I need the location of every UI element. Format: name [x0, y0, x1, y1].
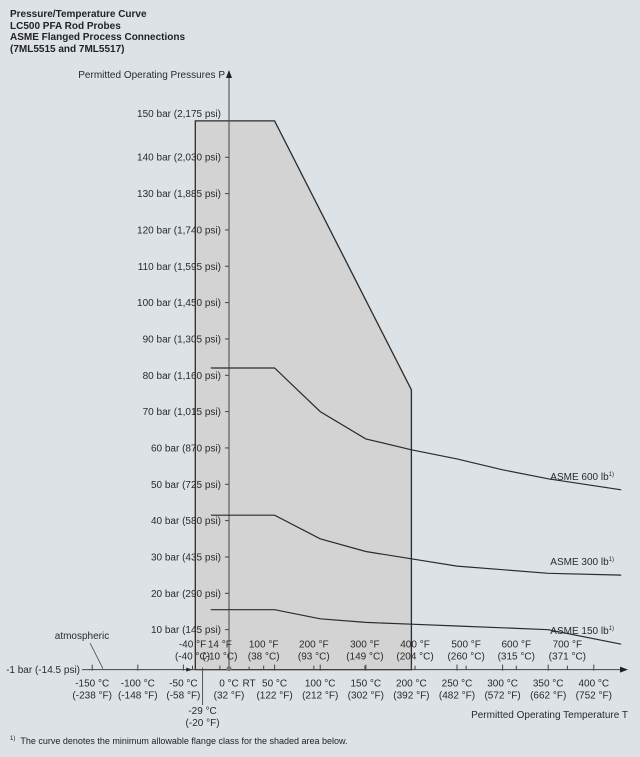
x-tick-label-celsius-f: (212 °F) [302, 691, 338, 702]
x-axis-title: Permitted Operating Temperature T [471, 710, 628, 721]
x-tick-label-celsius-f: (32 °F) [214, 691, 245, 702]
x-tick-label-fahrenheit: 14 °F [208, 640, 232, 651]
y-tick-label: 70 bar (1,015 psi) [143, 407, 221, 418]
y-tick-label: 20 bar (290 psi) [151, 589, 221, 600]
x-tick-label-fahrenheit: 300 °F [350, 640, 380, 651]
series-label: ASME 600 lb1) [550, 472, 614, 483]
x-tick-label-fahrenheit-c: (38 °C) [248, 652, 280, 663]
y-tick-label: 80 bar (1,160 psi) [143, 371, 221, 382]
x-tick-label-celsius-f: (-238 °F) [72, 691, 112, 702]
x-tick-label-celsius: -150 °C [75, 679, 109, 690]
x-tick-label-celsius: 50 °C [262, 679, 287, 690]
x-tick-label-celsius: 0 °C [219, 679, 239, 690]
y-tick-label: 150 bar (2,175 psi) [137, 109, 221, 120]
x-tick-label-celsius-f: (482 °F) [439, 691, 475, 702]
y-tick-label: 90 bar (1,305 psi) [143, 334, 221, 345]
x-tick-label-celsius: -50 °C [169, 679, 197, 690]
y-tick-label: 140 bar (2,030 psi) [137, 153, 221, 164]
x-tick-label-fahrenheit-c: (93 °C) [298, 652, 330, 663]
y-axis-arrow-icon [226, 70, 232, 78]
y-tick-label: 30 bar (435 psi) [151, 552, 221, 563]
footnote-marker: 1) [10, 736, 16, 742]
footnote: 1) The curve denotes the minimum allowabl… [10, 736, 348, 746]
x-tick-label-celsius: 300 °C [487, 679, 518, 690]
x-tick-label-fahrenheit: 200 °F [299, 640, 329, 651]
x-tick-label-fahrenheit: -40 °F [179, 640, 206, 651]
x-tick-label-celsius: 150 °C [350, 679, 381, 690]
series-line-asme-300-lb [210, 514, 622, 576]
x-tick-label-celsius-f: (392 °F) [393, 691, 429, 702]
footnote-text: The curve denotes the minimum allowable … [20, 736, 348, 746]
x-tick-label-celsius: 200 °C [396, 679, 427, 690]
x-tick-label-fahrenheit-c: (149 °C) [346, 652, 383, 663]
y-tick-label: 50 bar (725 psi) [151, 480, 221, 491]
x-tick-label-fahrenheit: 400 °F [400, 640, 430, 651]
x-tick-label-celsius-f: (302 °F) [348, 691, 384, 702]
series-label-sup: 1) [609, 626, 614, 632]
x-tick-label-celsius: -100 °C [121, 679, 155, 690]
x-tick-label-celsius: 100 °C [305, 679, 336, 690]
y-tick-label: 100 bar (1,450 psi) [137, 298, 221, 309]
baseline-label: -1 bar (-14.5 psi) [6, 665, 80, 676]
x-axis-arrow-icon [620, 666, 628, 673]
x-tick-label-fahrenheit: 700 °F [553, 640, 583, 651]
atmospheric-label: atmospheric [55, 631, 109, 642]
x-tick-label-fahrenheit: 600 °F [501, 640, 531, 651]
y-tick-label: 130 bar (1,885 psi) [137, 189, 221, 200]
x-tick-label-celsius: 350 °C [533, 679, 564, 690]
x-tick-label-celsius: 400 °C [578, 679, 609, 690]
y-tick-label: 110 bar (1,595 psi) [138, 262, 221, 273]
min-temp-label-f: (-20 °F) [186, 718, 220, 729]
y-tick-label: 40 bar (580 psi) [151, 516, 221, 527]
x-tick-label-celsius-f: (-148 °F) [118, 691, 158, 702]
series-line-asme-150-lb [210, 609, 622, 645]
x-tick-label-fahrenheit: 500 °F [451, 640, 481, 651]
title-line-2: LC500 PFA Rod Probes [10, 20, 121, 32]
x-tick-label-fahrenheit-c: (-10 °C) [202, 652, 237, 663]
x-tick-label-fahrenheit-c: (-40 °C) [175, 652, 210, 663]
rt-label: RT [242, 679, 255, 690]
atmospheric-pointer [89, 642, 104, 669]
x-tick-label-celsius-f: (572 °F) [484, 691, 520, 702]
y-tick-label: 60 bar (870 psi) [151, 443, 221, 454]
x-tick-label-celsius-f: (662 °F) [530, 691, 566, 702]
x-tick-label-fahrenheit-c: (260 °C) [447, 652, 484, 663]
x-tick-label-celsius-f: (122 °F) [256, 691, 292, 702]
series-label: ASME 300 lb1) [550, 557, 614, 568]
chart-title: Pressure/Temperature Curve LC500 PFA Rod… [10, 9, 185, 55]
title-line-1: Pressure/Temperature Curve [10, 9, 147, 20]
x-tick-label-fahrenheit-c: (371 °C) [549, 652, 586, 663]
y-axis-title: Permitted Operating Pressures P [78, 70, 225, 81]
x-tick-label-celsius-f: (752 °F) [576, 691, 612, 702]
series-label: ASME 150 lb1) [550, 626, 614, 637]
series-label-sup: 1) [609, 557, 614, 563]
x-tick-label-fahrenheit-c: (315 °C) [498, 652, 535, 663]
baseline-arrow-icon [186, 667, 193, 672]
x-tick-label-celsius-f: (-58 °F) [166, 691, 200, 702]
min-temp-label-c: -29 °C [188, 706, 216, 717]
y-tick-label: 120 bar (1,740 psi) [137, 225, 221, 236]
origin-dot [226, 666, 232, 672]
x-tick-label-fahrenheit-c: (204 °C) [396, 652, 433, 663]
y-tick-label: 10 bar (145 psi) [151, 625, 221, 636]
series-line-asme-600-lb [210, 367, 622, 491]
title-line-4: (7ML5515 and 7ML5517) [10, 43, 125, 55]
x-tick-label-celsius: 250 °C [442, 679, 473, 690]
x-tick-label-fahrenheit: 100 °F [249, 640, 279, 651]
title-line-3: ASME Flanged Process Connections [10, 32, 186, 43]
series-label-sup: 1) [609, 472, 614, 478]
